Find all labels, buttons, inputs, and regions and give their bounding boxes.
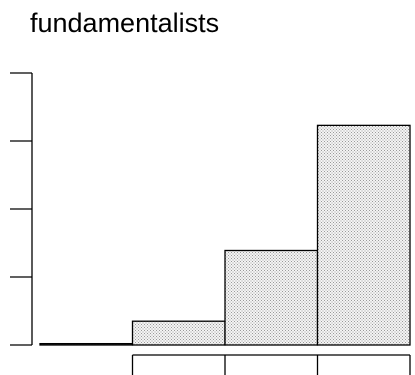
bar-3 (224, 249, 319, 346)
bar-1 (39, 342, 134, 346)
axes-group (10, 72, 411, 375)
bars-group (39, 124, 411, 346)
bar-2 (131, 320, 226, 346)
bar-4 (316, 124, 411, 346)
chart-title: fundamentalists (30, 8, 220, 38)
